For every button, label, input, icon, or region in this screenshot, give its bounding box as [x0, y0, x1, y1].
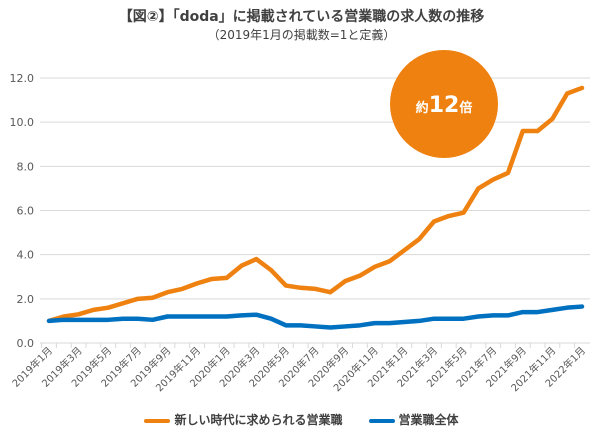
series-line-1: [46, 304, 585, 330]
y-tick-label: 6.0: [17, 205, 35, 218]
series-line-0: [46, 85, 585, 324]
y-tick-label: 8.0: [17, 160, 35, 173]
y-tick-label: 12.0: [10, 72, 35, 85]
legend: 新しい時代に求められる営業職 営業職全体: [0, 411, 603, 428]
y-tick-label: 2.0: [17, 293, 35, 306]
y-tick-label: 10.0: [10, 116, 35, 129]
annotation-circle: [390, 50, 498, 158]
annotation-label: 約12倍: [416, 93, 473, 118]
legend-label: 営業職全体: [398, 413, 459, 427]
chart-subtitle: （2019年1月の掲載数=1と定義）: [207, 28, 396, 42]
chart-title: 【図②】「doda」に掲載されている営業職の求人数の推移: [118, 9, 485, 25]
legend-label: 新しい時代に求められる営業職: [174, 413, 343, 427]
legend-item-all-sales: 営業職全体: [368, 411, 459, 428]
legend-item-new-sales: 新しい時代に求められる営業職: [144, 411, 343, 428]
y-tick-label: 0.0: [17, 337, 35, 350]
y-tick-label: 4.0: [17, 249, 35, 262]
